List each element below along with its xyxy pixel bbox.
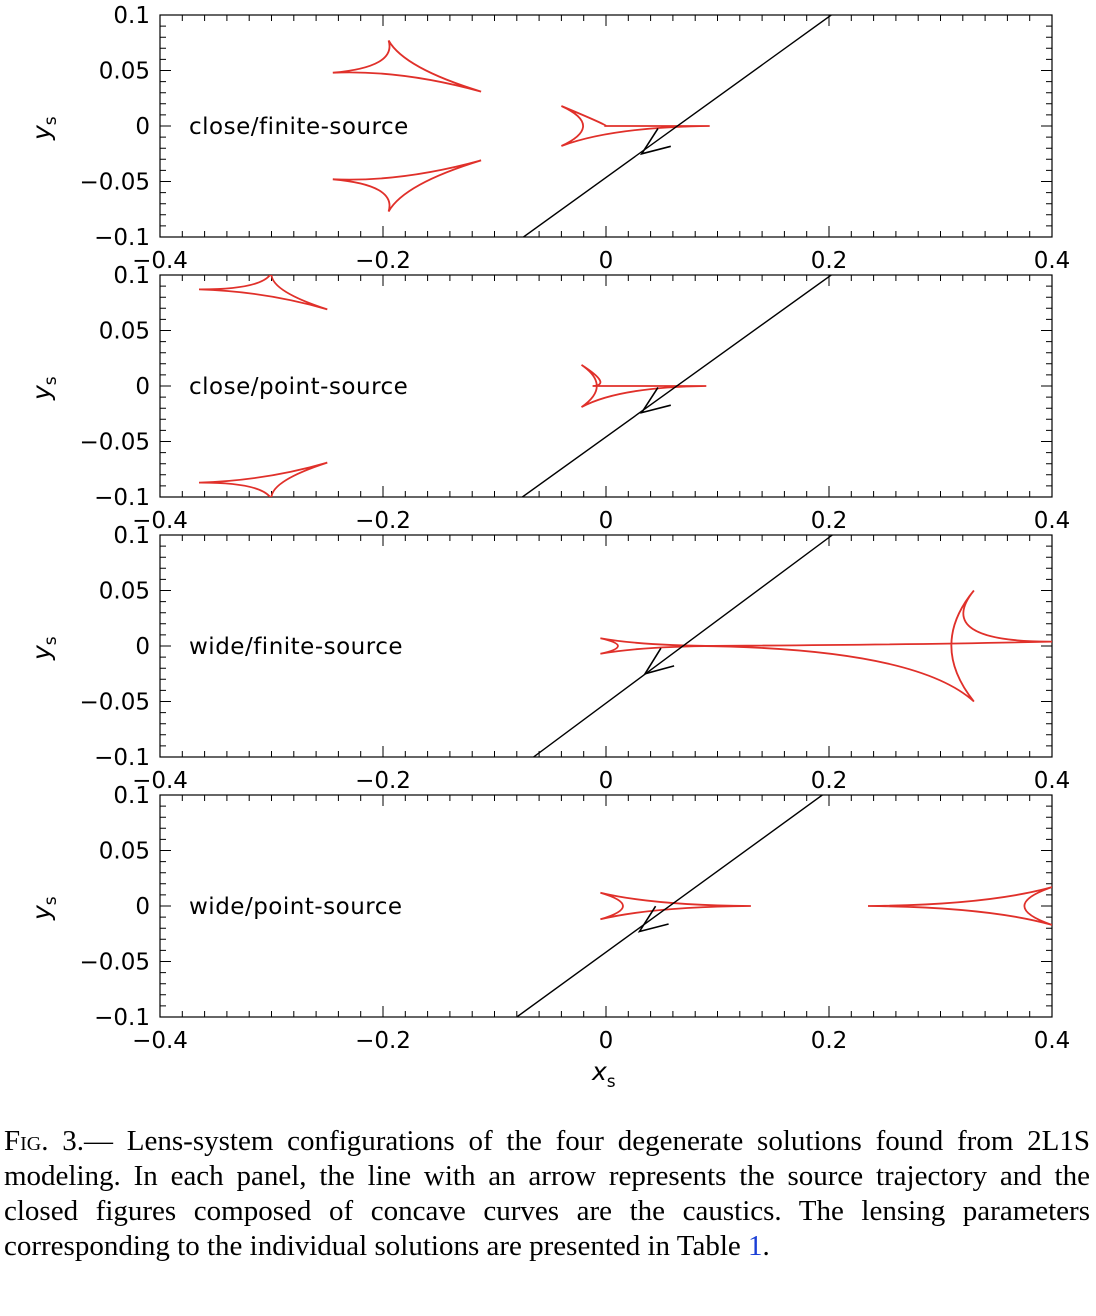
source-trajectory: [521, 275, 832, 497]
plot-area: [198, 275, 832, 497]
y-tick-label: 0: [135, 374, 150, 400]
caustic-lower-planetary: [332, 159, 482, 212]
x-tick-label: 0.4: [1034, 248, 1071, 274]
source-trajectory: [533, 535, 833, 757]
x-tick-label: −0.4: [132, 768, 188, 794]
panel-label: close/finite-source: [189, 114, 409, 140]
plot-area: [516, 795, 1052, 1017]
figure-caption: Fig. 3.— Lens-system configurations of t…: [4, 1124, 1090, 1264]
x-tick-label: 0.4: [1034, 768, 1071, 794]
source-trajectory: [523, 15, 832, 237]
y-tick-label: −0.1: [94, 1005, 150, 1031]
x-tick-label: 0: [599, 1028, 614, 1054]
y-axis-label: ys: [27, 116, 61, 141]
x-tick-label: 0.4: [1034, 1028, 1071, 1054]
caustic-planetary: [695, 589, 1052, 703]
caustic-planetary: [867, 886, 1052, 926]
panel-label: wide/point-source: [189, 894, 403, 920]
y-tick-label: −0.05: [80, 690, 150, 716]
panel-4: 0.1 0.05 0 −0.05 −0.1−0.4 −0.2 0 0.2 0.4 ys xs wide…: [27, 783, 1070, 1092]
source-trajectory: [516, 795, 823, 1017]
y-axis-label-subscript: s: [41, 896, 61, 905]
x-tick-label: −0.2: [355, 1028, 411, 1054]
caption-fig-number: . 3.—: [41, 1125, 114, 1157]
y-tick-label: 0.05: [99, 839, 150, 865]
x-tick-label: −0.4: [132, 248, 188, 274]
y-tick-label: −0.05: [80, 430, 150, 456]
x-tick-label: 0.4: [1034, 508, 1071, 534]
x-tick-label: −0.2: [355, 768, 411, 794]
y-axis-label-subscript: s: [41, 636, 61, 645]
panel-1: 0.1 0.05 0 −0.05 −0.1−0.4 −0.2 0 0.2 0.4 ys close/…: [27, 3, 1070, 274]
y-tick-label: 0.1: [113, 263, 150, 289]
y-axis-label: ys: [27, 376, 61, 401]
x-tick-label: 0: [599, 248, 614, 274]
panel-label: wide/finite-source: [189, 634, 403, 660]
y-axis-label-subscript: s: [41, 116, 61, 125]
y-tick-label: 0.05: [99, 59, 150, 85]
trajectory-arrow: [639, 127, 671, 156]
caustic-central: [580, 364, 707, 408]
x-tick-label: 0: [599, 508, 614, 534]
x-axis-label-subscript: s: [607, 1072, 616, 1092]
x-tick-label: −0.4: [132, 1028, 188, 1054]
y-axis-label-subscript: s: [41, 376, 61, 385]
x-tick-label: 0.2: [811, 508, 848, 534]
x-tick-label: −0.4: [132, 508, 188, 534]
y-tick-label: 0.1: [113, 3, 150, 29]
y-tick-label: 0.1: [113, 783, 150, 809]
caustic-central: [561, 105, 710, 147]
trajectory-arrow: [643, 647, 675, 676]
y-tick-label: 0: [135, 894, 150, 920]
plot-area: [332, 15, 832, 237]
caption-text: Lens-system configurations of the four d…: [4, 1125, 1091, 1262]
x-axis-label: xs: [591, 1057, 616, 1092]
plot-frame: [159, 14, 1053, 238]
caption-end: .: [762, 1230, 770, 1262]
y-tick-label: 0: [135, 634, 150, 660]
caption-fig-label: Fig: [4, 1125, 42, 1157]
trajectory-arrow: [639, 386, 671, 414]
y-tick-label: 0.1: [113, 523, 150, 549]
y-tick-label: 0: [135, 114, 150, 140]
panel-2: 0.1 0.05 0 −0.05 −0.1−0.4 −0.2 0 0.2 0.4 ys close/…: [27, 263, 1070, 534]
y-tick-label: −0.1: [94, 225, 150, 251]
x-tick-label: 0.2: [811, 768, 848, 794]
plot-area: [533, 535, 1052, 757]
x-tick-label: 0: [599, 768, 614, 794]
y-axis-label: ys: [27, 636, 61, 661]
x-tick-label: 0.2: [811, 248, 848, 274]
y-tick-label: −0.1: [94, 485, 150, 511]
y-tick-label: −0.1: [94, 745, 150, 771]
x-tick-label: 0.2: [811, 1028, 848, 1054]
y-tick-label: −0.05: [80, 950, 150, 976]
trajectory-arrow: [637, 905, 669, 933]
figure-svg: 0.10.050−0.05−0.1−0.4 −0.2 0 0.2 0.4ys close/…: [27, 3, 1070, 1092]
caustic-upper-planetary: [332, 40, 482, 93]
y-tick-label: 0.05: [99, 319, 150, 345]
caption-table-ref-link[interactable]: 1: [748, 1230, 763, 1262]
plot-frame: [159, 534, 1053, 758]
caustic-central: [600, 891, 751, 921]
panel-label: close/point-source: [189, 374, 408, 400]
y-tick-label: 0.05: [99, 579, 150, 605]
plot-frame: [159, 794, 1053, 1018]
caustic-upper-planetary: [198, 275, 328, 311]
y-axis-label: ys: [27, 896, 61, 921]
x-tick-label: −0.2: [355, 248, 411, 274]
x-tick-label: −0.2: [355, 508, 411, 534]
caustic-central: [600, 637, 718, 655]
panel-3: 0.1 0.05 0 −0.05 −0.1−0.4 −0.2 0 0.2 0.4 ys wide/f…: [27, 523, 1070, 794]
y-tick-label: −0.05: [80, 170, 150, 196]
caustic-lower-planetary: [198, 461, 328, 497]
plot-frame: [159, 274, 1053, 498]
